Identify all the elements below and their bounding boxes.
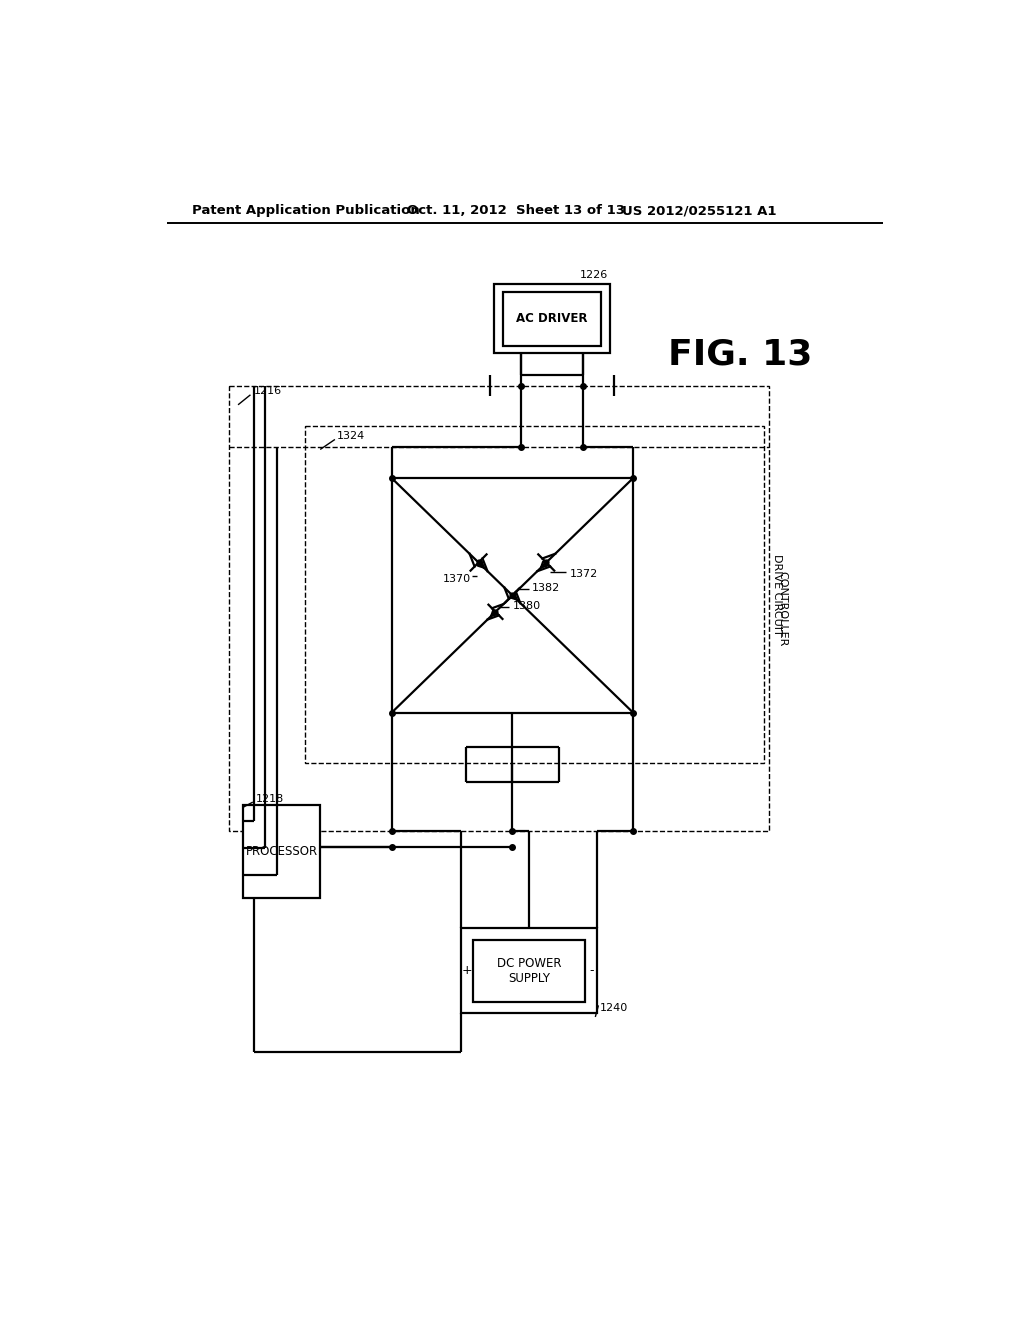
Bar	[243, 805, 321, 898]
Text: 1380: 1380	[513, 601, 541, 611]
Text: 1216: 1216	[254, 385, 282, 396]
Bar	[503, 292, 601, 346]
Text: -: -	[589, 964, 594, 977]
Text: Oct. 11, 2012  Sheet 13 of 13: Oct. 11, 2012 Sheet 13 of 13	[407, 205, 625, 218]
Text: AC DRIVER: AC DRIVER	[516, 312, 588, 325]
Text: FIG. 13: FIG. 13	[668, 338, 812, 372]
Text: +: +	[462, 964, 472, 977]
Text: 1240: 1240	[600, 1003, 629, 1014]
Text: 1324: 1324	[337, 430, 366, 441]
Text: US 2012/0255121 A1: US 2012/0255121 A1	[622, 205, 776, 218]
Bar	[305, 426, 764, 763]
Text: 1382: 1382	[531, 582, 560, 593]
Bar	[228, 387, 769, 832]
Text: Patent Application Publication: Patent Application Publication	[191, 205, 419, 218]
Text: DRIVE CIRCUIT: DRIVE CIRCUIT	[772, 553, 782, 635]
Text: DC POWER
SUPPLY: DC POWER SUPPLY	[497, 957, 561, 985]
Text: 1370: 1370	[442, 574, 471, 585]
Bar	[494, 284, 610, 354]
Text: 1218: 1218	[256, 795, 284, 804]
Bar	[473, 940, 586, 1002]
Text: PROCESSOR: PROCESSOR	[246, 845, 317, 858]
Bar	[461, 928, 597, 1014]
Text: CONTROLLER: CONTROLLER	[778, 572, 787, 647]
Text: 1372: 1372	[569, 569, 598, 579]
Text: 1226: 1226	[581, 269, 608, 280]
